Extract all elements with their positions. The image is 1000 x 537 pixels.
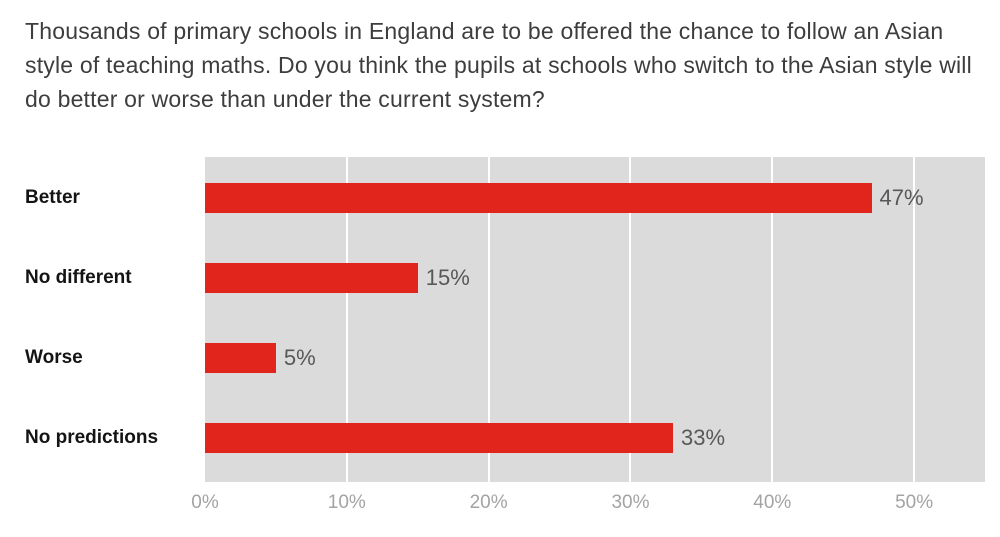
value-label: 15% [425, 265, 470, 290]
x-tick-label: 10% [327, 492, 366, 513]
category-labels: Better No different Worse No predictions [25, 157, 195, 482]
x-tick-label: 30% [611, 492, 650, 513]
bar [205, 263, 418, 293]
x-tick-label: 0% [191, 492, 219, 513]
bar [205, 343, 276, 373]
gridline [487, 157, 490, 482]
value-label: 5% [283, 345, 316, 370]
x-tick-label: 50% [895, 492, 934, 513]
value-label: 33% [681, 425, 726, 450]
category-label: Better [25, 187, 80, 208]
bar [205, 423, 673, 453]
bar [205, 183, 872, 213]
category-label: Worse [25, 347, 83, 368]
gridline [913, 157, 916, 482]
category-label: No predictions [25, 427, 159, 448]
plot-area: 47% 15% 5% 33% [205, 157, 985, 482]
category-label: No different [25, 267, 132, 288]
chart-title: Thousands of primary schools in England … [25, 18, 972, 112]
x-tick-label: 40% [753, 492, 792, 513]
x-tick-label: 20% [469, 492, 508, 513]
value-label: 47% [879, 185, 924, 210]
gridline [629, 157, 632, 482]
gridline [771, 157, 774, 482]
bar-chart: Better No different Worse No predictions 47… [0, 157, 1000, 537]
x-axis: 0% 10% 20% 30% 40% 50% [191, 490, 985, 518]
gridline [345, 157, 348, 482]
